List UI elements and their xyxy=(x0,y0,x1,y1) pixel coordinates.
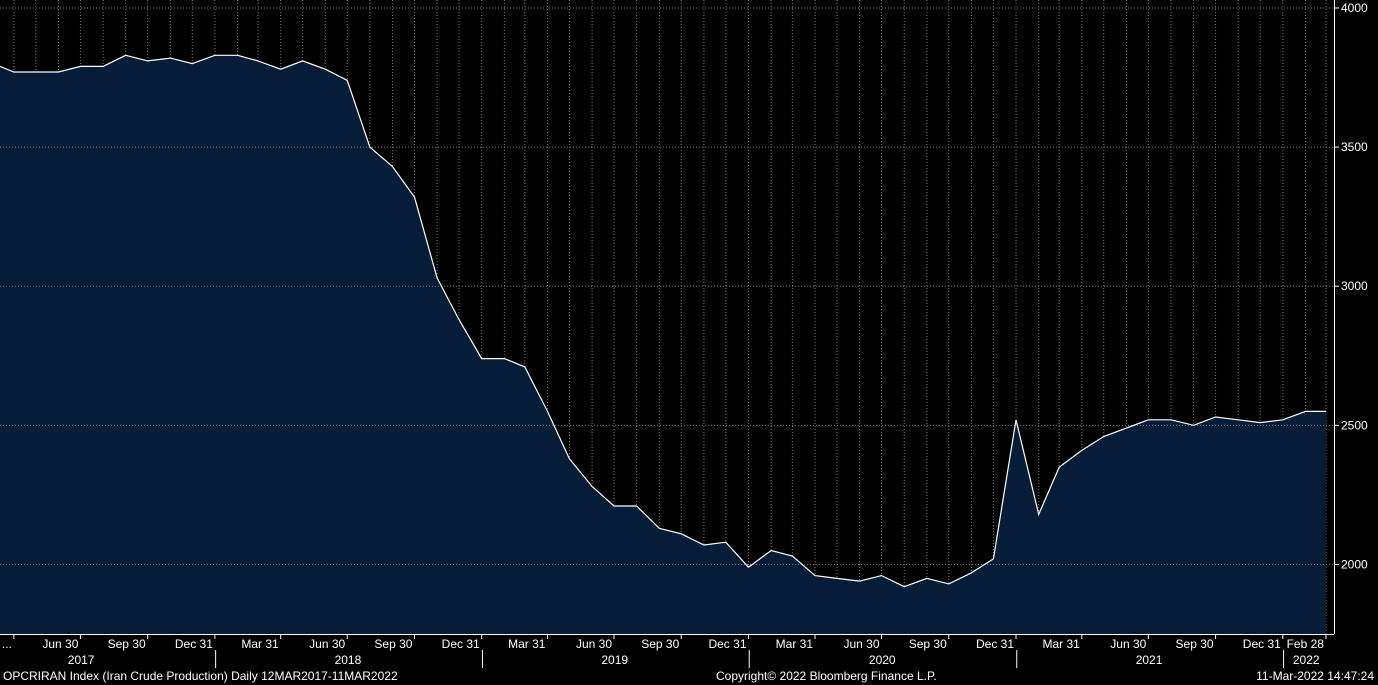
x-tick-label: Jun 30 xyxy=(42,637,78,651)
x-tick-label: Jun 30 xyxy=(1110,637,1146,651)
footer-timestamp: 11-Mar-2022 14:47:24 xyxy=(1256,669,1374,683)
footer: OPCRIRAN Index (Iran Crude Production) D… xyxy=(0,668,1378,685)
x-tick-label: Mar 31 xyxy=(1042,637,1080,651)
x-tick-label: Sep 30 xyxy=(1176,637,1214,651)
y-tick-label: 4000 xyxy=(1341,1,1368,15)
x-tick-label: Sep 30 xyxy=(641,637,679,651)
x-tick-label: Mar 31 xyxy=(508,637,546,651)
x-tick-label: Dec 31 xyxy=(442,637,480,651)
x-axis-ticks: ... Jun 30 Sep 30 Dec 31 Mar 31 Jun 30 Sep 30 D… xyxy=(2,634,1327,651)
x-tick-label: Jun 30 xyxy=(844,637,880,651)
axes xyxy=(0,0,1335,635)
x-tick-label: Sep 30 xyxy=(374,637,412,651)
x-tick-label: ... xyxy=(2,637,12,651)
x-tick-label: Mar 31 xyxy=(776,637,814,651)
year-label: 2019 xyxy=(601,653,628,667)
x-tick-label: Sep 30 xyxy=(108,637,146,651)
year-label: 2021 xyxy=(1136,653,1163,667)
x-tick-label: Dec 31 xyxy=(708,637,746,651)
x-tick-label: Dec 31 xyxy=(1243,637,1281,651)
y-tick-label: 2500 xyxy=(1341,418,1368,432)
year-labels: 2017 2018 2019 2020 2021 2022 xyxy=(68,650,1320,668)
footer-copyright: Copyright© 2022 Bloomberg Finance L.P. xyxy=(716,669,937,683)
x-tick-label: Dec 31 xyxy=(976,637,1014,651)
year-label: 2020 xyxy=(869,653,896,667)
horizontal-grid xyxy=(0,7,1334,565)
x-tick-label: Jun 30 xyxy=(576,637,612,651)
production-line xyxy=(0,54,1326,588)
x-tick-label: Sep 30 xyxy=(909,637,947,651)
production-area xyxy=(0,55,1326,635)
x-tick-label: Jun 30 xyxy=(309,637,345,651)
y-tick-label: 3500 xyxy=(1341,140,1368,154)
x-tick-label: Feb 28 xyxy=(1287,637,1325,651)
year-label: 2022 xyxy=(1293,653,1320,667)
year-label: 2017 xyxy=(68,653,95,667)
chart: 2000 2500 3000 3500 4000 ... Jun 30 Sep 30 Dec … xyxy=(0,0,1368,668)
y-tick-label: 2000 xyxy=(1341,557,1368,571)
x-tick-label: Dec 31 xyxy=(175,637,213,651)
y-axis-ticks: 2000 2500 3000 3500 4000 xyxy=(1334,1,1368,571)
year-label: 2018 xyxy=(335,653,362,667)
footer-ticker: OPCRIRAN Index (Iran Crude Production) D… xyxy=(3,669,398,683)
y-tick-label: 3000 xyxy=(1341,279,1368,293)
x-tick-label: Mar 31 xyxy=(241,637,279,651)
